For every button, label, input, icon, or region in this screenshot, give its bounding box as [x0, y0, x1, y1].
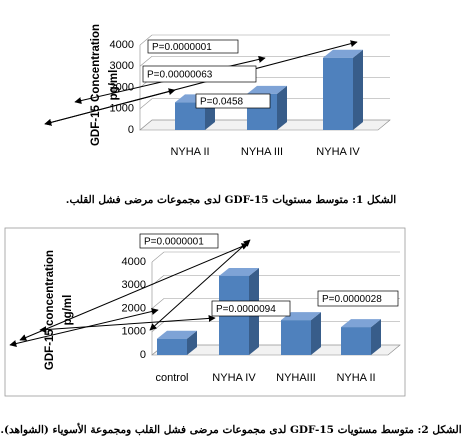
bar	[341, 327, 371, 355]
annotation-box	[139, 233, 219, 249]
y-tick-label: 1000	[122, 326, 146, 338]
bar	[323, 57, 353, 130]
annotation: P=0.0458	[200, 97, 244, 108]
bar-side	[371, 319, 381, 355]
x-tick-label: control	[155, 372, 188, 384]
bar	[281, 320, 311, 355]
x-tick-label: NYHA IV	[212, 372, 256, 384]
annotation-box	[195, 93, 271, 109]
annotation-box	[211, 300, 291, 317]
annotation-box	[317, 290, 399, 307]
x-tick-label: NYHA IV	[316, 146, 360, 158]
x-tick-label: NYHAIII	[276, 372, 316, 384]
x-tick-label: NYHA III	[241, 146, 283, 158]
bar-top	[341, 319, 381, 328]
grid-line-diag	[139, 56, 153, 67]
annotation: P=0.0000028	[322, 294, 382, 305]
y-axis-label: pg/ml	[108, 70, 120, 101]
y-axis-label: pg/ml	[62, 295, 74, 326]
y-tick-label: 4000	[122, 256, 146, 268]
annotation: P=0.0000001	[144, 237, 204, 248]
y-tick-label: 2000	[122, 302, 146, 314]
annotation: P=0.0000094	[216, 304, 276, 315]
y-axis-label: GDF-15 Concentration	[90, 24, 102, 146]
x-tick-label: NYHA II	[170, 146, 209, 158]
grid-line-diag	[151, 251, 165, 263]
y-tick-label: 1000	[110, 103, 134, 115]
bar-side	[353, 49, 363, 130]
grid-line-diag	[151, 298, 165, 309]
chart-border	[4, 227, 406, 397]
bar	[157, 338, 187, 355]
y-tick-label: 3000	[122, 279, 146, 291]
bar-side	[311, 312, 321, 355]
annotation-box	[142, 65, 257, 83]
x-tick-label: NYHA II	[336, 372, 375, 384]
annotation: P=0.00000063	[147, 70, 213, 81]
bar-top	[281, 312, 321, 321]
y-axis-label: GDF-15 concentration	[44, 250, 56, 370]
annotation: P=0.0000001	[152, 42, 212, 53]
y-tick-label: 0	[140, 349, 146, 361]
grid-line-diag	[139, 98, 153, 109]
y-tick-label: 0	[128, 124, 134, 136]
annotation-box	[147, 39, 239, 54]
arrow	[149, 239, 251, 331]
caption: الشكل 1: متوسط مستويات GDF-15 لدى مجموعا…	[66, 194, 396, 206]
caption: الشكل 2: متوسط مستويات GDF-15 لدى مجموعا…	[0, 422, 461, 436]
y-tick-label: 4000	[110, 39, 134, 51]
